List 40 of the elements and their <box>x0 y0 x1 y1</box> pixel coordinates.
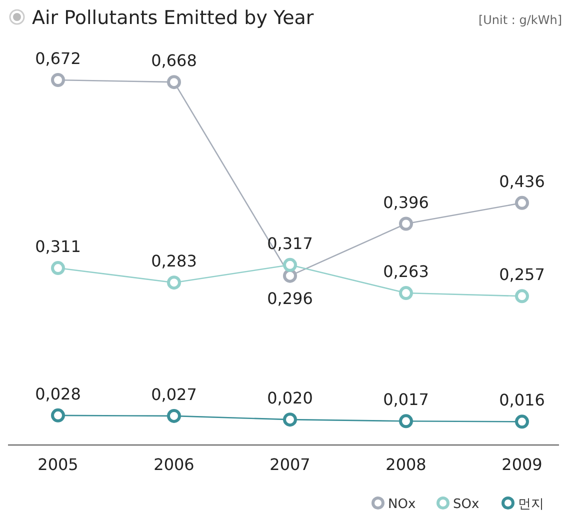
data-label: 0,317 <box>267 234 313 253</box>
x-tick-label: 2009 <box>502 455 542 474</box>
legend-label: NOx <box>388 497 416 512</box>
point <box>399 286 413 300</box>
data-label: 0,672 <box>35 49 81 68</box>
point <box>167 408 181 423</box>
point <box>51 261 65 276</box>
point <box>515 289 529 304</box>
data-label: 0,028 <box>35 384 81 404</box>
x-tick-label: 2007 <box>270 455 310 474</box>
point <box>51 408 65 422</box>
data-label: 0,263 <box>383 262 429 282</box>
data-label: 0,436 <box>499 172 545 191</box>
data-label: 0,311 <box>35 237 81 256</box>
data-label: 0,668 <box>151 51 197 70</box>
data-label: 0,296 <box>267 288 313 308</box>
data-label: 0,257 <box>499 265 545 284</box>
chart-subtitle: [Unit : g/kWh] <box>478 13 562 27</box>
data-label: 0,027 <box>151 384 197 404</box>
x-tick-label: 2008 <box>386 455 426 474</box>
point <box>399 216 413 231</box>
data-label: 0,017 <box>383 390 429 410</box>
x-tick-label: 2006 <box>154 455 194 474</box>
point <box>51 73 65 87</box>
data-label: 0,020 <box>267 388 313 408</box>
point <box>167 276 181 290</box>
point <box>167 75 181 90</box>
data-label: 0,016 <box>499 390 545 410</box>
point <box>515 196 529 210</box>
data-label: 0,283 <box>151 252 197 271</box>
data-label: 0,396 <box>383 192 429 212</box>
point <box>283 412 297 427</box>
legend-label: SOx <box>453 497 480 512</box>
point <box>399 414 413 428</box>
point <box>515 414 529 429</box>
x-tick-label: 2005 <box>38 455 78 474</box>
point <box>283 268 297 283</box>
chart-title: Air Pollutants Emitted by Year <box>32 7 314 29</box>
legend-label: 먼지 <box>518 497 544 512</box>
point <box>283 258 297 272</box>
